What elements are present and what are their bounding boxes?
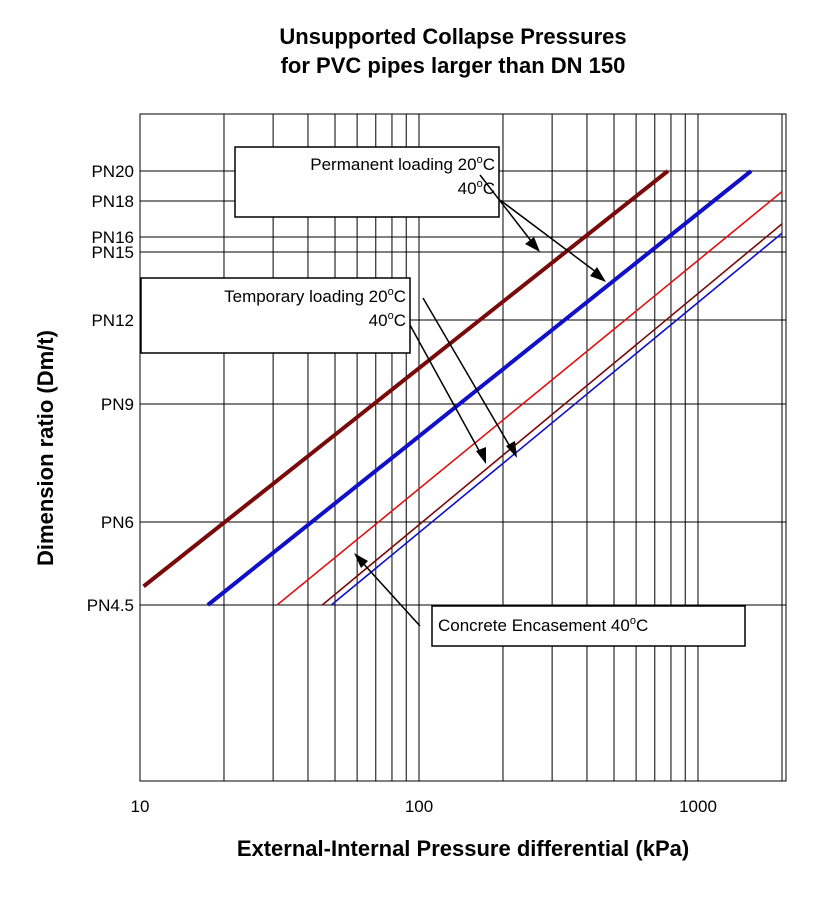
- y-tick-label-pn6: PN6: [101, 513, 134, 532]
- y-axis-label-text: Dimension ratio (Dm/t): [33, 330, 58, 566]
- x-tick-label-1000: 1000: [679, 797, 717, 816]
- annotation-permanent-line1: Permanent loading 20oC: [310, 154, 495, 174]
- arrow-concrete: [360, 560, 421, 627]
- y-tick-label-pn20: PN20: [91, 162, 134, 181]
- arrow-permanent-40: [499, 199, 601, 276]
- x-tick-label-10: 10: [131, 797, 150, 816]
- series-lines: [142, 169, 783, 607]
- annotation-temporary-line1: Temporary loading 20oC: [224, 286, 406, 306]
- plot-frame: [139, 113, 787, 782]
- y-tick-label-pn12: PN12: [91, 311, 134, 330]
- arrow-concrete-head: [354, 553, 368, 568]
- arrow-temporary-20-head: [476, 447, 486, 464]
- annotation-temporary-box: [140, 277, 411, 354]
- annotation-concrete-box: [431, 605, 746, 647]
- arrow-permanent-40-head: [590, 267, 606, 282]
- series-line-3-temporary-loading-40: [321, 223, 783, 606]
- series-line-2-temporary-loading-20: [276, 191, 783, 606]
- y-tick-label-pn18: PN18: [91, 192, 134, 211]
- annotation-temporary-line2: 40oC: [369, 310, 406, 330]
- x-tick-labels: 10 100 1000: [131, 797, 717, 816]
- y-tick-label-pn15: PN15: [91, 243, 134, 262]
- series-line-4-concrete-encasement-40: [330, 232, 783, 606]
- chart-title-line2: for PVC pipes larger than DN 150: [280, 53, 626, 78]
- x-tick-label-100: 100: [405, 797, 433, 816]
- series-line-1-permanent-loading-40: [206, 169, 753, 607]
- annotation-temporary: Temporary loading 20oC 40oC: [140, 277, 411, 354]
- annotation-permanent-line2: 40oC: [458, 178, 495, 198]
- arrow-temporary-20: [409, 324, 483, 457]
- y-tick-label-pn9: PN9: [101, 395, 134, 414]
- x-axis-label: External-Internal Pressure differential …: [236, 836, 690, 861]
- y-tick-label-pn16: PN16: [91, 228, 134, 247]
- y-tick-label-pn4-5: PN4.5: [87, 596, 134, 615]
- arrow-temporary-40-head: [506, 441, 517, 458]
- annotation-concrete: Concrete Encasement 40oC: [431, 605, 746, 647]
- annotation-permanent: Permanent loading 20oC 40oC: [234, 146, 500, 218]
- annotation-permanent-box: [234, 146, 500, 218]
- chart-title: Unsupported Collapse Pressures for PVC p…: [0, 22, 822, 80]
- arrow-temporary-40: [422, 297, 513, 451]
- arrow-permanent-20: [479, 174, 536, 247]
- annotation-concrete-line1: Concrete Encasement 40oC: [438, 615, 648, 635]
- arrow-permanent-20-head: [525, 237, 540, 252]
- chart-title-line1: Unsupported Collapse Pressures: [279, 24, 627, 49]
- series-line-0-permanent-loading-20: [142, 169, 670, 588]
- grid-lines: [139, 114, 786, 781]
